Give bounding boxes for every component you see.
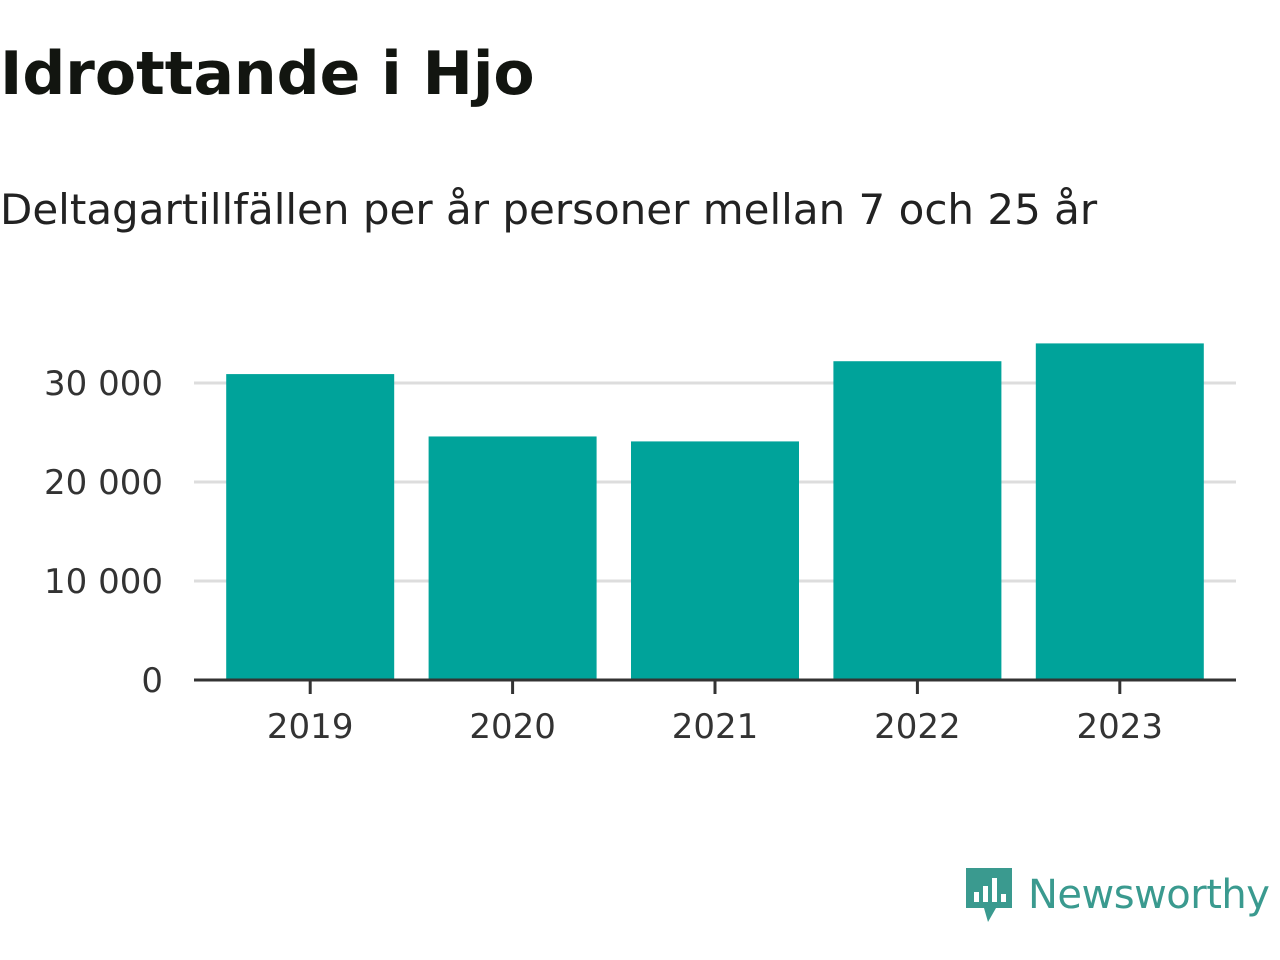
x-tick-label: 2023 (1077, 707, 1164, 747)
newsworthy-logo: Newsworthy (962, 862, 1270, 928)
bar-2023 (1035, 343, 1204, 680)
y-tick-label: 20 000 (44, 463, 163, 503)
bars (226, 343, 1204, 680)
bar-chart: 2019 2020 2021 2022 2023 0 10 000 20 000 30 000 (44, 343, 1236, 747)
y-tick-label: 30 000 (44, 364, 163, 404)
newsworthy-logo-icon (966, 868, 1012, 922)
y-tick-label: 10 000 (44, 562, 163, 602)
x-axis: 2019 2020 2021 2022 2023 (194, 678, 1236, 747)
bar-2022 (833, 361, 1002, 680)
x-tick-label: 2022 (874, 707, 961, 747)
chart-title: Idrottande i Hjo (0, 39, 535, 109)
y-tick-label: 0 (141, 661, 163, 701)
bar-2021 (631, 441, 799, 680)
chart-subtitle: Deltagartillfällen per år personer mella… (0, 185, 1098, 234)
bar-2020 (428, 436, 597, 680)
bar-2019 (226, 374, 395, 680)
brand-name: Newsworthy (1028, 872, 1270, 918)
x-tick-label: 2021 (672, 707, 759, 747)
x-tick-label: 2019 (267, 707, 354, 747)
x-tick-label: 2020 (469, 707, 556, 747)
y-axis-labels: 0 10 000 20 000 30 000 (44, 364, 163, 701)
